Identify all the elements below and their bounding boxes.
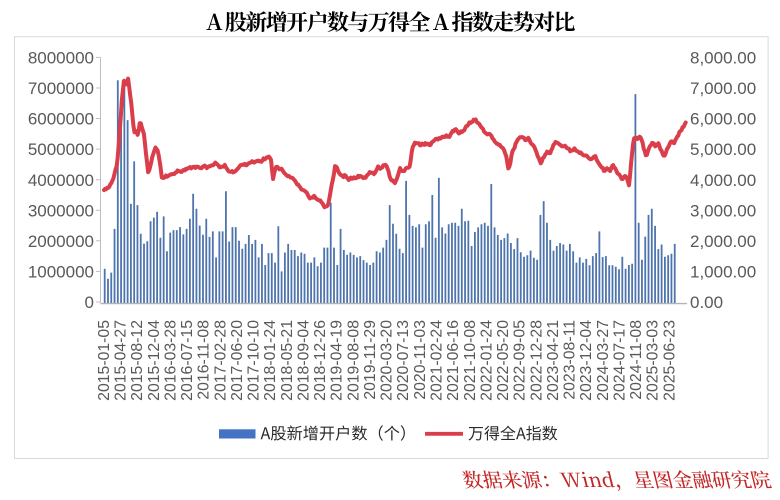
svg-text:7,000.00: 7,000.00 bbox=[690, 79, 756, 98]
svg-text:2015-12-04: 2015-12-04 bbox=[146, 320, 163, 401]
svg-text:4000000: 4000000 bbox=[28, 171, 94, 190]
svg-text:0.00: 0.00 bbox=[690, 293, 723, 312]
svg-text:2023-04-21: 2023-04-21 bbox=[545, 320, 562, 401]
svg-text:2015-01-05: 2015-01-05 bbox=[96, 320, 113, 401]
svg-text:2017-06-20: 2017-06-20 bbox=[229, 320, 246, 401]
svg-text:2023-08-11: 2023-08-11 bbox=[562, 320, 579, 400]
svg-text:2022-12-28: 2022-12-28 bbox=[528, 320, 545, 401]
svg-text:1000000: 1000000 bbox=[28, 263, 94, 282]
svg-text:1,000.00: 1,000.00 bbox=[690, 263, 756, 282]
svg-text:2024-07-17: 2024-07-17 bbox=[611, 320, 628, 401]
svg-text:3,000.00: 3,000.00 bbox=[690, 201, 756, 220]
svg-text:2016-11-08: 2016-11-08 bbox=[196, 320, 213, 400]
svg-text:2024-11-08: 2024-11-08 bbox=[628, 320, 645, 400]
svg-text:6000000: 6000000 bbox=[28, 110, 94, 129]
svg-text:2015-08-12: 2015-08-12 bbox=[129, 320, 146, 401]
svg-text:4,000.00: 4,000.00 bbox=[690, 171, 756, 190]
svg-text:2015-04-27: 2015-04-27 bbox=[113, 320, 130, 401]
svg-text:0: 0 bbox=[85, 293, 94, 312]
svg-text:2021-02-24: 2021-02-24 bbox=[429, 320, 446, 401]
svg-text:2022-05-20: 2022-05-20 bbox=[495, 320, 512, 401]
svg-text:2019-08-08: 2019-08-08 bbox=[345, 320, 362, 401]
svg-text:2,000.00: 2,000.00 bbox=[690, 232, 756, 251]
svg-text:2022-09-05: 2022-09-05 bbox=[512, 320, 529, 401]
svg-text:8000000: 8000000 bbox=[28, 49, 94, 68]
svg-text:2000000: 2000000 bbox=[28, 232, 94, 251]
svg-text:2019-11-29: 2019-11-29 bbox=[362, 320, 379, 400]
svg-text:2022-01-24: 2022-01-24 bbox=[478, 320, 495, 401]
svg-text:2017-10-10: 2017-10-10 bbox=[246, 320, 263, 401]
svg-text:2024-03-27: 2024-03-27 bbox=[595, 320, 612, 401]
svg-text:2018-12-26: 2018-12-26 bbox=[312, 320, 329, 401]
svg-text:2018-09-04: 2018-09-04 bbox=[296, 320, 313, 401]
svg-text:6,000.00: 6,000.00 bbox=[690, 110, 756, 129]
svg-text:5,000.00: 5,000.00 bbox=[690, 140, 756, 159]
svg-text:2023-12-04: 2023-12-04 bbox=[578, 320, 595, 401]
svg-text:2025-06-23: 2025-06-23 bbox=[661, 320, 678, 401]
svg-text:3000000: 3000000 bbox=[28, 201, 94, 220]
svg-text:2017-02-28: 2017-02-28 bbox=[212, 320, 229, 401]
svg-text:2018-01-24: 2018-01-24 bbox=[262, 320, 279, 401]
svg-text:2020-11-03: 2020-11-03 bbox=[412, 320, 429, 400]
svg-text:2020-03-20: 2020-03-20 bbox=[379, 320, 396, 401]
svg-text:2016-07-15: 2016-07-15 bbox=[179, 320, 196, 401]
svg-text:2025-03-03: 2025-03-03 bbox=[645, 320, 662, 401]
svg-text:7000000: 7000000 bbox=[28, 79, 94, 98]
svg-text:2021-10-08: 2021-10-08 bbox=[462, 320, 479, 401]
svg-text:2021-06-16: 2021-06-16 bbox=[445, 320, 462, 401]
svg-text:5000000: 5000000 bbox=[28, 140, 94, 159]
svg-text:2019-04-19: 2019-04-19 bbox=[329, 320, 346, 401]
svg-text:8,000.00: 8,000.00 bbox=[690, 49, 756, 68]
svg-text:2020-07-13: 2020-07-13 bbox=[395, 320, 412, 401]
svg-text:2016-03-28: 2016-03-28 bbox=[162, 320, 179, 401]
svg-text:2018-05-21: 2018-05-21 bbox=[279, 320, 296, 401]
